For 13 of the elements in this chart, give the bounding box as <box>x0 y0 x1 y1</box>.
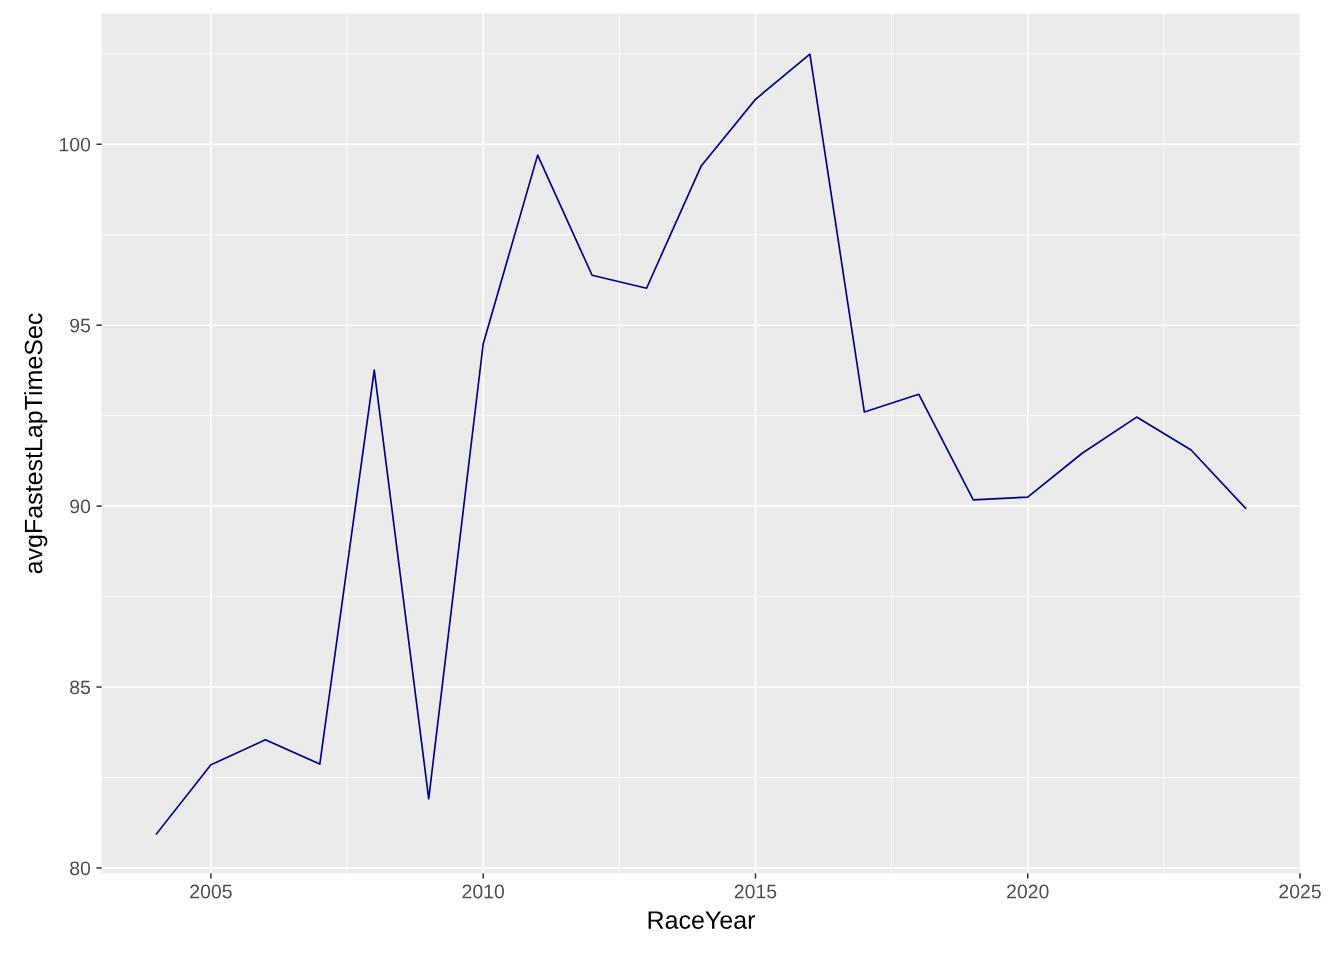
x-axis-title: RaceYear <box>648 911 756 929</box>
y-tick-label: 95 <box>70 318 91 333</box>
x-tick-label: 2010 <box>462 884 505 899</box>
y-tick-label: 80 <box>70 861 91 876</box>
y-tick-label: 90 <box>70 499 91 514</box>
y-tick-label: 100 <box>59 137 91 152</box>
x-tick-label: 2005 <box>190 884 232 899</box>
line-series <box>155 53 1247 835</box>
y-tick-label: 85 <box>70 680 91 695</box>
x-tick-label: 2025 <box>1279 884 1321 899</box>
x-tick-label: 2020 <box>1007 884 1049 899</box>
x-tick-label: 2015 <box>734 884 777 899</box>
y-axis-title: avgFastestLapTimeSec <box>24 313 48 574</box>
